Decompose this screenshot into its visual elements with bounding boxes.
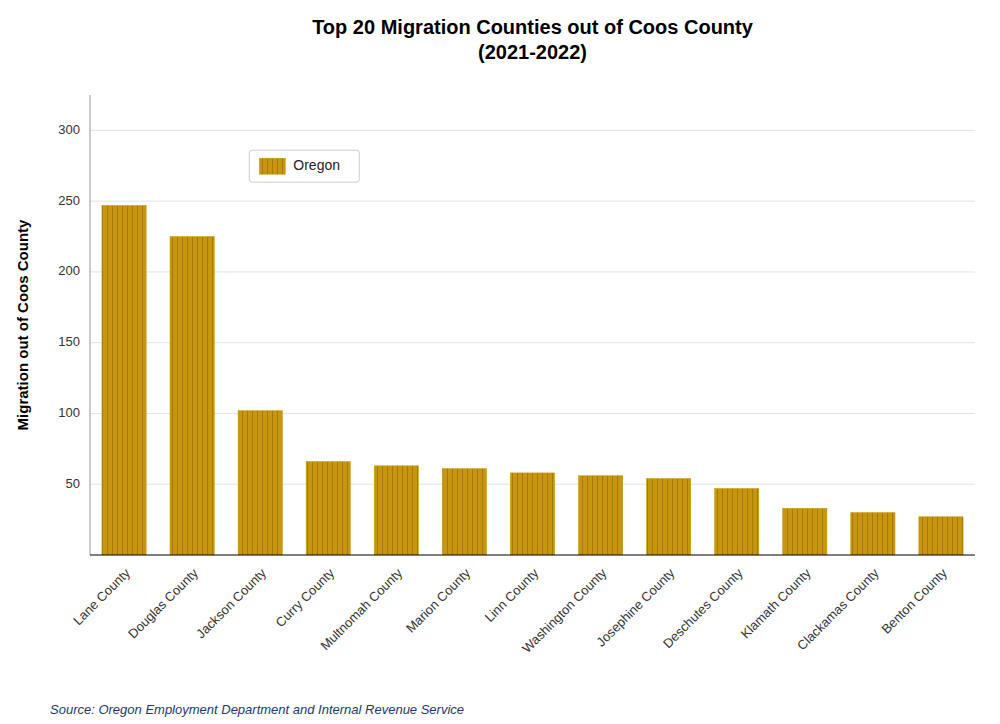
bar [510,473,554,555]
bar [306,462,350,555]
x-tick-label: Benton County [878,565,950,637]
bar [647,479,691,555]
bar [170,237,214,555]
x-tick-label: Clackamas County [794,565,882,653]
y-axis-label: Migration out of Coos County [14,219,31,430]
bar [919,517,963,555]
bar [374,466,418,555]
y-axis-line [90,95,91,555]
title: Top 20 Migration Counties out of Coos Co… [312,16,754,63]
x-tick-label: Curry County [272,565,337,630]
bars [102,205,963,555]
x-tick-label: Jackson County [193,565,269,641]
bar [715,488,759,555]
legend-label: Oregon [293,157,340,173]
x-tick-label: Klamath County [738,565,814,641]
y-tick-label: 300 [58,122,80,137]
bar [578,476,622,555]
y-tick-label: 50 [66,476,80,491]
y-tick-label: 200 [58,263,80,278]
legend-box [249,150,359,182]
bar [783,508,827,555]
legend-swatch [259,158,285,174]
grid-line [90,271,975,272]
bar [851,513,895,555]
chart-container: 50 100 150 200 250 300 Lane CountyDouglas Coun… [0,0,1000,724]
bar [442,469,486,555]
legend: Oregon [249,150,359,182]
source-note: Source: Oregon Employment Department and… [50,702,464,717]
y-tick-label: 250 [58,193,80,208]
x-tick-label: Deschutes County [660,565,746,651]
y-tick-label: 100 [58,405,80,420]
grid-line [90,342,975,343]
chart: 50 100 150 200 250 300 Lane CountyDouglas Coun… [0,0,1000,724]
page: {"chart_data": {"type": "bar", "title": … [0,0,1000,724]
bar [102,205,146,555]
y-tick-label: 150 [58,334,80,349]
grid-line [90,413,975,414]
x-tick-label: Multnomah County [317,565,405,653]
bar [238,411,282,555]
x-axis-line [90,554,975,555]
grid-line [90,130,975,131]
x-tick-label: Lane County [70,565,133,628]
grid-line [90,201,975,202]
x-tick-label: Douglas County [125,565,201,641]
x-tick-label: Linn County [482,565,542,625]
x-tick-label: Marion County [403,565,474,636]
